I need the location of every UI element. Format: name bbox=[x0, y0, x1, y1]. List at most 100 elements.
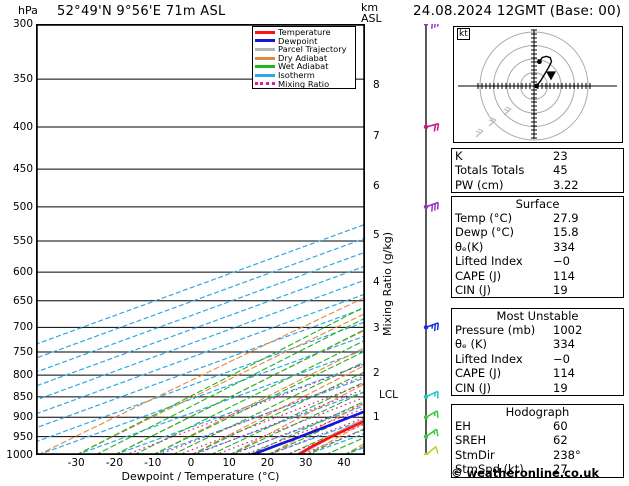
hodograph-stat-value: 27 bbox=[553, 462, 568, 477]
surface-value: 27.9 bbox=[553, 211, 579, 225]
dry-adiabat--10 bbox=[152, 346, 365, 455]
legend-label: Dry Adiabat bbox=[278, 52, 328, 63]
wind-barb-700hpa bbox=[423, 322, 439, 332]
storm-motion-marker bbox=[546, 71, 557, 81]
legend-item-temperature: Temperature bbox=[255, 28, 353, 37]
legend-swatch-icon bbox=[255, 73, 275, 77]
barb-full-feather bbox=[433, 203, 437, 211]
most-unstable-row: θₑ (K) 334 bbox=[452, 337, 623, 351]
surface-value: 19 bbox=[553, 283, 568, 298]
height-unit-label: km ASL bbox=[361, 2, 382, 24]
skewt-plot[interactable]: 12346810152025 bbox=[36, 24, 365, 455]
temp-tick-40: 40 bbox=[337, 457, 351, 469]
index-row: Totals Totals 45 bbox=[452, 163, 623, 177]
mixing-ratio-axis-title: Mixing Ratio (g/kg) bbox=[381, 232, 394, 336]
hodograph-stat-label: StmDir bbox=[455, 447, 495, 462]
plot-background bbox=[36, 24, 365, 455]
pressure-tick-600: 600 bbox=[12, 266, 33, 279]
surface-row: Temp (°C) 27.9 bbox=[452, 211, 623, 225]
hodograph-level-marker-0 bbox=[503, 106, 512, 116]
barb-staff bbox=[425, 122, 439, 128]
hodograph-stat-title: Hodograph bbox=[505, 405, 570, 419]
pressure-axis: 300 350 400 450 500 550 600 650 700 750 800 850 900 9… bbox=[0, 0, 36, 486]
hodograph-panel[interactable]: kt bbox=[453, 26, 623, 143]
index-row: K 23 bbox=[452, 149, 623, 163]
datetime-label: 24.08.2024 12GMT (Base: 00) bbox=[413, 3, 622, 19]
pressure-tick-750: 750 bbox=[12, 346, 33, 358]
height-tick-6km: 6 bbox=[373, 180, 380, 193]
wind-barb-900hpa bbox=[423, 410, 439, 420]
legend-swatch-icon bbox=[255, 47, 275, 51]
legend-item-mixing-ratio: Mixing Ratio bbox=[255, 78, 353, 89]
wet-adiabat--30 bbox=[75, 306, 365, 455]
pressure-tick-1000: 1000 bbox=[6, 449, 33, 461]
index-label: Totals Totals bbox=[455, 163, 525, 178]
wind-barb-svg bbox=[423, 18, 440, 458]
surface-row: CAPE (J) 114 bbox=[452, 269, 623, 283]
most-unstable-box: Most Unstable Pressure (mb) 1002 θₑ (K) 334 L… bbox=[451, 308, 624, 397]
surface-label: θₑ(K) bbox=[455, 239, 484, 254]
surface-box: Surface Temp (°C) 27.9 Dewp (°C) 15.8 θₑ(K) 33… bbox=[451, 196, 624, 299]
surface-label: CIN (J) bbox=[455, 283, 492, 298]
pressure-tick-800: 800 bbox=[12, 369, 33, 382]
pressure-tick-900: 900 bbox=[12, 411, 33, 424]
barb-full-feather bbox=[436, 19, 439, 27]
pressure-tick-500: 500 bbox=[12, 200, 33, 213]
index-value: 23 bbox=[553, 149, 568, 163]
hodograph-stat-row: EH 60 bbox=[452, 419, 623, 433]
barb-full-feather bbox=[436, 123, 440, 131]
legend-item-wet-adiabat: Wet Adiabat bbox=[255, 62, 353, 71]
barb-staff bbox=[425, 428, 438, 438]
chart-legend: Temperature Dewpoint Parcel Trajectory Dry … bbox=[252, 26, 356, 89]
indices-box: K 23 Totals Totals 45 PW (cm) 3.22 bbox=[451, 148, 624, 194]
mixing-ratio-line-6 bbox=[214, 396, 365, 455]
hodograph-stat-label: EH bbox=[455, 419, 471, 433]
height-tick-2km: 2 bbox=[373, 366, 380, 379]
sounding-dewpoint bbox=[250, 409, 365, 455]
most-unstable-label: CAPE (J) bbox=[455, 366, 502, 381]
legend-swatch-icon bbox=[255, 82, 275, 86]
height-unit-line1: km bbox=[361, 1, 379, 14]
temp-tick--20: -20 bbox=[105, 457, 123, 469]
barb-full-feather bbox=[435, 446, 439, 454]
mixing-ratio-line-3 bbox=[178, 382, 365, 455]
dry-adiabat-20 bbox=[267, 402, 365, 455]
skewt-svg: 12346810152025 bbox=[36, 24, 365, 455]
barb-full-feather bbox=[436, 322, 439, 331]
wind-barb-500hpa bbox=[423, 201, 439, 212]
barb-full-feather bbox=[431, 21, 434, 29]
hodograph-stat-row: StmDir 238° bbox=[452, 448, 623, 462]
surface-value: 15.8 bbox=[553, 225, 579, 240]
most-unstable-label: θₑ (K) bbox=[455, 337, 488, 352]
most-unstable-row: Pressure (mb) 1002 bbox=[452, 323, 623, 337]
surface-value: −0 bbox=[553, 254, 570, 269]
most-unstable-row: CIN (J) 19 bbox=[452, 381, 623, 395]
most-unstable-row: Lifted Index −0 bbox=[452, 352, 623, 366]
height-tick-8km: 8 bbox=[373, 79, 380, 92]
surface-label: Temp (°C) bbox=[455, 211, 513, 225]
temp-tick--10: -10 bbox=[144, 457, 162, 469]
hodograph-svg bbox=[458, 29, 617, 143]
temp-tick-0: 0 bbox=[187, 457, 195, 469]
barb-full-feather bbox=[433, 20, 437, 28]
mixing-ratio-line-8 bbox=[230, 402, 365, 455]
barb-staff bbox=[425, 446, 437, 456]
hodograph-stat-row: SREH 62 bbox=[452, 433, 623, 447]
height-unit-line2: ASL bbox=[361, 12, 382, 25]
barb-full-feather bbox=[436, 202, 439, 210]
x-axis-title: Dewpoint / Temperature (°C) bbox=[121, 470, 280, 483]
index-value: 45 bbox=[553, 163, 568, 178]
legend-label: Mixing Ratio bbox=[278, 78, 330, 89]
barb-full-feather bbox=[431, 204, 434, 212]
most-unstable-label: Pressure (mb) bbox=[455, 323, 536, 337]
dry-adiabat-0 bbox=[190, 364, 365, 455]
barb-full-feather bbox=[433, 124, 437, 132]
barb-full-feather bbox=[435, 429, 439, 437]
surface-label: Lifted Index bbox=[455, 254, 523, 269]
dry-adiabat-10 bbox=[228, 383, 365, 455]
surface-row: Lifted Index −0 bbox=[452, 254, 623, 268]
height-tick-4km: 4 bbox=[373, 275, 380, 288]
wet-adiabat--25 bbox=[95, 317, 365, 455]
hodograph-stat-row: StmSpd (kt) 27 bbox=[452, 462, 623, 476]
barb-dot bbox=[423, 21, 429, 27]
